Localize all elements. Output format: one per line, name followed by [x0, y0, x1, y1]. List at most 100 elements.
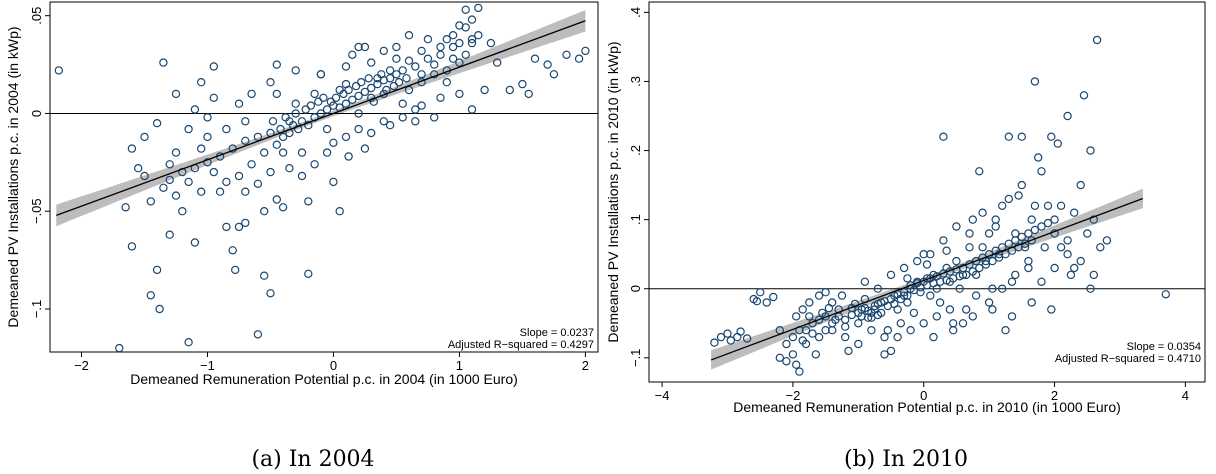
panel-a-y-ticks: −.1 −.05 0 .05 — [29, 7, 50, 318]
panel-a-point — [385, 74, 395, 83]
panel-b-point — [1053, 139, 1063, 148]
panel-a-point — [486, 38, 496, 48]
panel-b-slope-label: Slope = 0.0354 — [1127, 341, 1201, 353]
panel-b-point — [805, 312, 814, 321]
panel-a-point — [268, 117, 278, 126]
panel-a-point — [127, 242, 137, 251]
panel-b-point — [971, 291, 981, 300]
panel-b-point — [1043, 218, 1053, 228]
panel-a-x-tick-label: 0 — [330, 358, 337, 373]
panel-a-point — [234, 171, 244, 181]
panel-a-point — [411, 117, 420, 126]
panel-a-point — [411, 62, 420, 71]
panel-b-point — [1076, 256, 1085, 266]
panel-a-point — [260, 206, 269, 216]
panel-a-point — [436, 50, 445, 60]
panel-b-point — [1030, 77, 1040, 86]
panel-a-slope-label: Slope = 0.0237 — [520, 327, 594, 339]
panel-b-point — [939, 132, 948, 141]
panel-b-x-tick-label: −2 — [785, 388, 800, 403]
panel-a-point — [348, 95, 357, 105]
panel-b-point — [1063, 236, 1072, 245]
panel-a-point — [467, 15, 477, 24]
panel-b-point — [1001, 326, 1010, 335]
panel-b-point — [929, 332, 938, 342]
panel-b-point — [1050, 263, 1059, 273]
panel-b-y-tick-label: .1 — [628, 214, 643, 225]
panel-a-point — [140, 132, 149, 142]
panel-a-point — [448, 54, 458, 63]
panel-a-point — [190, 105, 200, 114]
panel-b-point — [1007, 277, 1017, 286]
panel-a-point — [442, 77, 451, 87]
panel-a-point — [404, 85, 414, 95]
panel-b-point — [981, 260, 991, 269]
panel-a-point — [367, 128, 376, 138]
panel-a-point — [357, 77, 366, 87]
panel-a-caption: (a) In 2004 — [251, 447, 374, 472]
panel-a-point — [341, 99, 351, 108]
panel-b-point — [971, 256, 981, 266]
panel-b-point — [975, 167, 984, 176]
panel-b-point — [1030, 225, 1040, 235]
panel-a-point — [322, 124, 332, 134]
panel-a-point — [159, 183, 168, 192]
panel-a-point — [385, 120, 395, 130]
panel-a-point — [260, 271, 269, 280]
panel-b-point — [775, 353, 785, 362]
panel-a-point — [304, 197, 313, 206]
panel-a-point — [266, 77, 275, 87]
panel-b-point — [1089, 215, 1099, 224]
panel-b-y-tick-label: −.1 — [628, 349, 643, 367]
panel-a-point — [430, 70, 439, 79]
panel-b-point — [952, 256, 961, 266]
panel-b-point — [998, 201, 1007, 210]
panel-b-y-tick-label: .3 — [628, 76, 643, 87]
panel-a-point — [423, 54, 433, 63]
panel-b-point — [949, 326, 958, 335]
panel-b-y-tick-label: .4 — [628, 7, 643, 18]
panel-b-point — [1096, 243, 1105, 252]
panel-b-point — [1033, 153, 1043, 162]
panel-b-point — [854, 319, 863, 328]
panel-b-point — [1030, 201, 1040, 210]
panel-a-point — [127, 144, 137, 153]
panel-a-point — [241, 117, 250, 126]
panel-a-point — [329, 138, 338, 147]
panel-b-point — [1017, 132, 1027, 141]
panel-b-point — [844, 346, 853, 356]
panel-a-point — [215, 187, 225, 196]
panel-a-x-tick-label: 1 — [456, 358, 463, 373]
panel-a-point — [335, 206, 344, 216]
panel-a-point — [430, 60, 439, 69]
panel-b-point — [909, 308, 919, 318]
panel-a-point — [203, 113, 212, 122]
panel-b-point — [795, 367, 804, 376]
panel-b-point — [1024, 229, 1033, 238]
panel-a-point — [209, 62, 218, 71]
panel-b-fit-line — [710, 197, 1144, 361]
panel-b-point — [1001, 249, 1010, 259]
panel-a-point — [411, 105, 420, 114]
panel-a-y-tick-label: −.05 — [29, 198, 44, 224]
panel-a-point — [417, 46, 426, 56]
panel-b-point — [991, 222, 1000, 231]
panel-b-point — [1004, 239, 1014, 248]
panel-b-point — [1017, 180, 1027, 190]
panel-a-point — [348, 50, 357, 60]
panel-b-y-tick-label: 0 — [628, 285, 643, 292]
panel-b-point — [1027, 298, 1036, 307]
panel-a-point — [404, 56, 414, 65]
panel-b-point — [756, 288, 765, 297]
panel-a-point — [228, 246, 237, 255]
panel-a-point — [281, 113, 290, 122]
panel-b-point — [998, 284, 1007, 293]
panel-a-point — [392, 54, 401, 63]
panel-b-point — [903, 291, 912, 300]
panel-b-point — [1063, 249, 1072, 259]
panel-a-point — [329, 177, 338, 187]
panel-b-point — [919, 319, 928, 328]
panel-a-point — [360, 87, 370, 97]
panel-a-point — [291, 66, 300, 75]
panel-b-point — [854, 339, 863, 349]
